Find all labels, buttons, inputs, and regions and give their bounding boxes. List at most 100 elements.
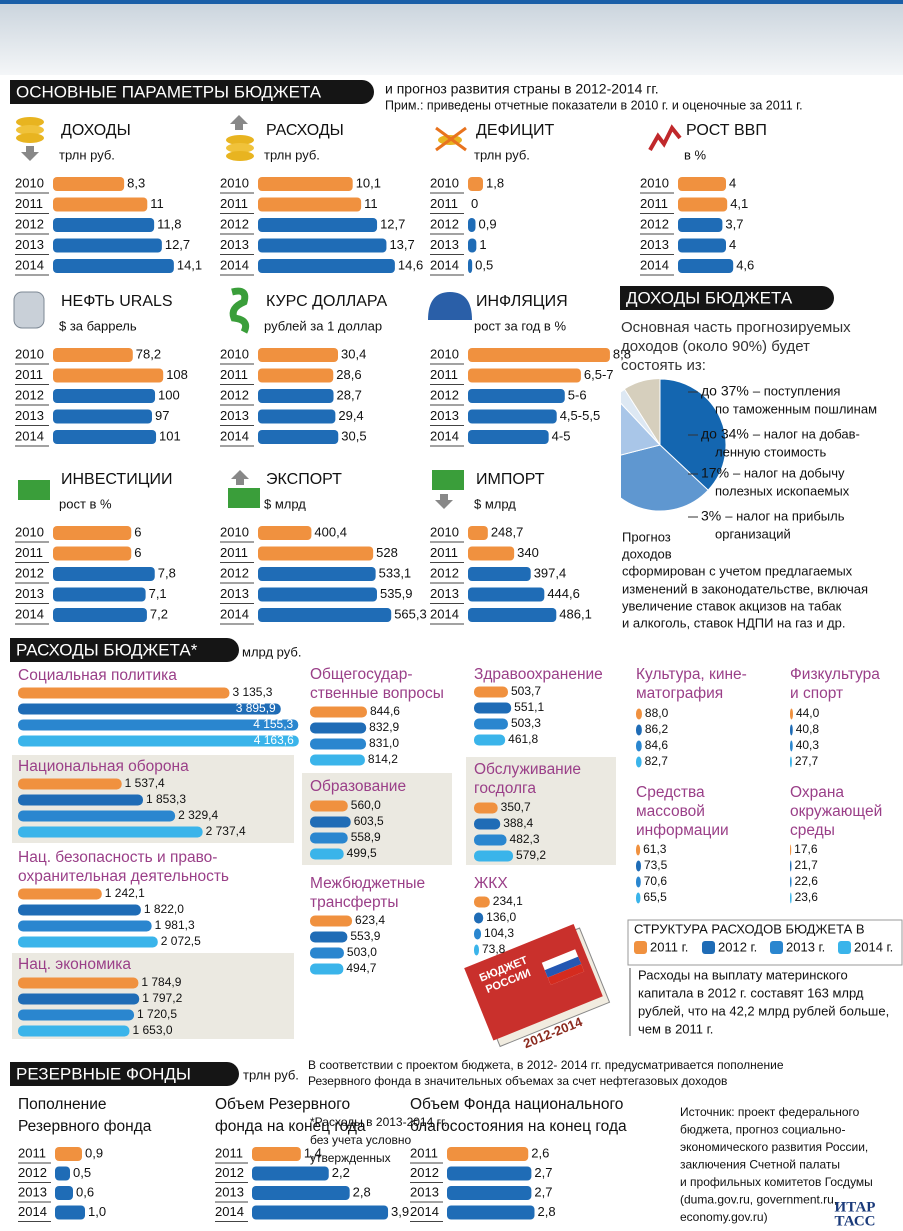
legend-label: 2011 г. [650, 939, 688, 954]
bar [447, 1186, 531, 1200]
value-label: 7,2 [150, 606, 168, 621]
value-label: 1 [479, 237, 486, 252]
year-label: 2014 [640, 257, 669, 272]
note-text: Расходы на выплату материнского [638, 967, 848, 982]
chart-title: благосостояния на конец года [410, 1118, 627, 1135]
bar [53, 608, 147, 622]
bar [258, 259, 395, 273]
value-label: 6,5-7 [584, 367, 614, 382]
year-label: 2013 [640, 237, 669, 252]
year-label: 2011 [640, 196, 668, 211]
source-text: и профильных комитетов Госдумы [680, 1175, 873, 1189]
year-label: 2012 [430, 565, 459, 580]
year-label: 2011 [220, 367, 248, 382]
pie-footer: сформирован с учетом предлагаемых [622, 563, 853, 578]
bar [310, 833, 348, 844]
chart-subtitle: $ млрд [264, 496, 306, 511]
year-label: 2012 [640, 216, 669, 231]
source-text: (duma.gov.ru, government.ru, [680, 1193, 837, 1207]
year-label: 2012 [220, 565, 249, 580]
bar [310, 723, 366, 734]
value-label: 136,0 [486, 910, 516, 924]
bar [18, 889, 102, 900]
bar [468, 430, 549, 444]
value-label: 2 737,4 [206, 824, 246, 838]
bar [18, 811, 175, 822]
source-text: заключения Счетной палаты [680, 1158, 840, 1172]
bar [53, 218, 154, 232]
pie-desc: – налог на добав- [753, 426, 860, 441]
chart-title: Национальная оборона [18, 758, 189, 775]
year-label: 2011 [430, 367, 458, 382]
value-label: 0,6 [76, 1184, 94, 1199]
value-label: 533,1 [379, 565, 412, 580]
bar [258, 588, 377, 602]
bar [636, 709, 642, 720]
value-label: 29,4 [338, 408, 363, 423]
bar [678, 218, 722, 232]
pie-value-label: 17% [701, 465, 729, 481]
bar [468, 389, 565, 403]
value-label: 535,9 [380, 586, 413, 601]
value-label: 108 [166, 367, 188, 382]
bar [468, 567, 531, 581]
bar [252, 1167, 329, 1181]
value-label: 7,8 [158, 565, 176, 580]
bar [474, 913, 483, 924]
bar [474, 719, 508, 730]
pie-footer: Прогноз [622, 529, 671, 544]
value-label: 0,5 [73, 1165, 91, 1180]
bar [636, 725, 642, 736]
pie-intro: состоять из: [621, 357, 706, 374]
bar [53, 177, 124, 191]
value-label: 400,4 [314, 524, 347, 539]
bar [18, 1026, 129, 1037]
year-label: 2013 [410, 1184, 439, 1199]
pie [594, 379, 726, 511]
value-label: 2,2 [332, 1165, 350, 1180]
value-label: 4 155,3 [253, 717, 293, 731]
year-label: 2014 [430, 428, 459, 443]
year-label: 2014 [15, 428, 44, 443]
value-label: 10,1 [356, 175, 381, 190]
legend-swatch [702, 941, 715, 954]
pie-footer: и алкоголь, ставок НДПИ на газ и др. [622, 615, 846, 630]
year-label: 2014 [220, 606, 249, 621]
year-label: 2012 [18, 1165, 47, 1180]
value-label: 61,3 [643, 842, 667, 856]
value-label: 814,2 [368, 752, 398, 766]
chart-subtitle: трлн руб. [59, 147, 115, 162]
year-label: 2010 [220, 175, 249, 190]
bar [790, 757, 792, 768]
bar [447, 1206, 535, 1220]
pie-intro: доходов (около 90%) будет [621, 338, 810, 355]
year-label: 2014 [430, 257, 459, 272]
year-label: 2013 [430, 408, 459, 423]
chart-title: ИНФЛЯЦИЯ [476, 293, 568, 310]
chart-title: госдолга [474, 780, 536, 797]
bar [310, 755, 365, 766]
bar [258, 198, 361, 212]
header-line [0, 0, 903, 4]
year-label: 2014 [430, 606, 459, 621]
value-label: 558,9 [351, 830, 381, 844]
value-label: 494,7 [346, 961, 376, 975]
chart-title: Объем Фонда национального [410, 1096, 623, 1113]
section-title: ДОХОДЫ БЮДЖЕТА [626, 288, 793, 307]
year-label: 2011 [215, 1145, 243, 1160]
chart-subtitle: рост в % [59, 496, 112, 511]
bar [790, 725, 793, 736]
chart-title: Здравоохранение [474, 666, 603, 683]
chart-title: ственные вопросы [310, 685, 444, 702]
legend-swatch [634, 941, 647, 954]
year-label: 2012 [430, 216, 459, 231]
year-label: 2010 [640, 175, 669, 190]
value-label: 503,3 [511, 716, 541, 730]
value-label: 14,6 [398, 257, 423, 272]
value-label: 44,0 [796, 706, 820, 720]
value-label: 0 [471, 196, 478, 211]
value-label: 4 [729, 237, 736, 252]
value-label: 28,6 [336, 367, 361, 382]
value-label: 104,3 [484, 926, 514, 940]
bar [53, 588, 146, 602]
